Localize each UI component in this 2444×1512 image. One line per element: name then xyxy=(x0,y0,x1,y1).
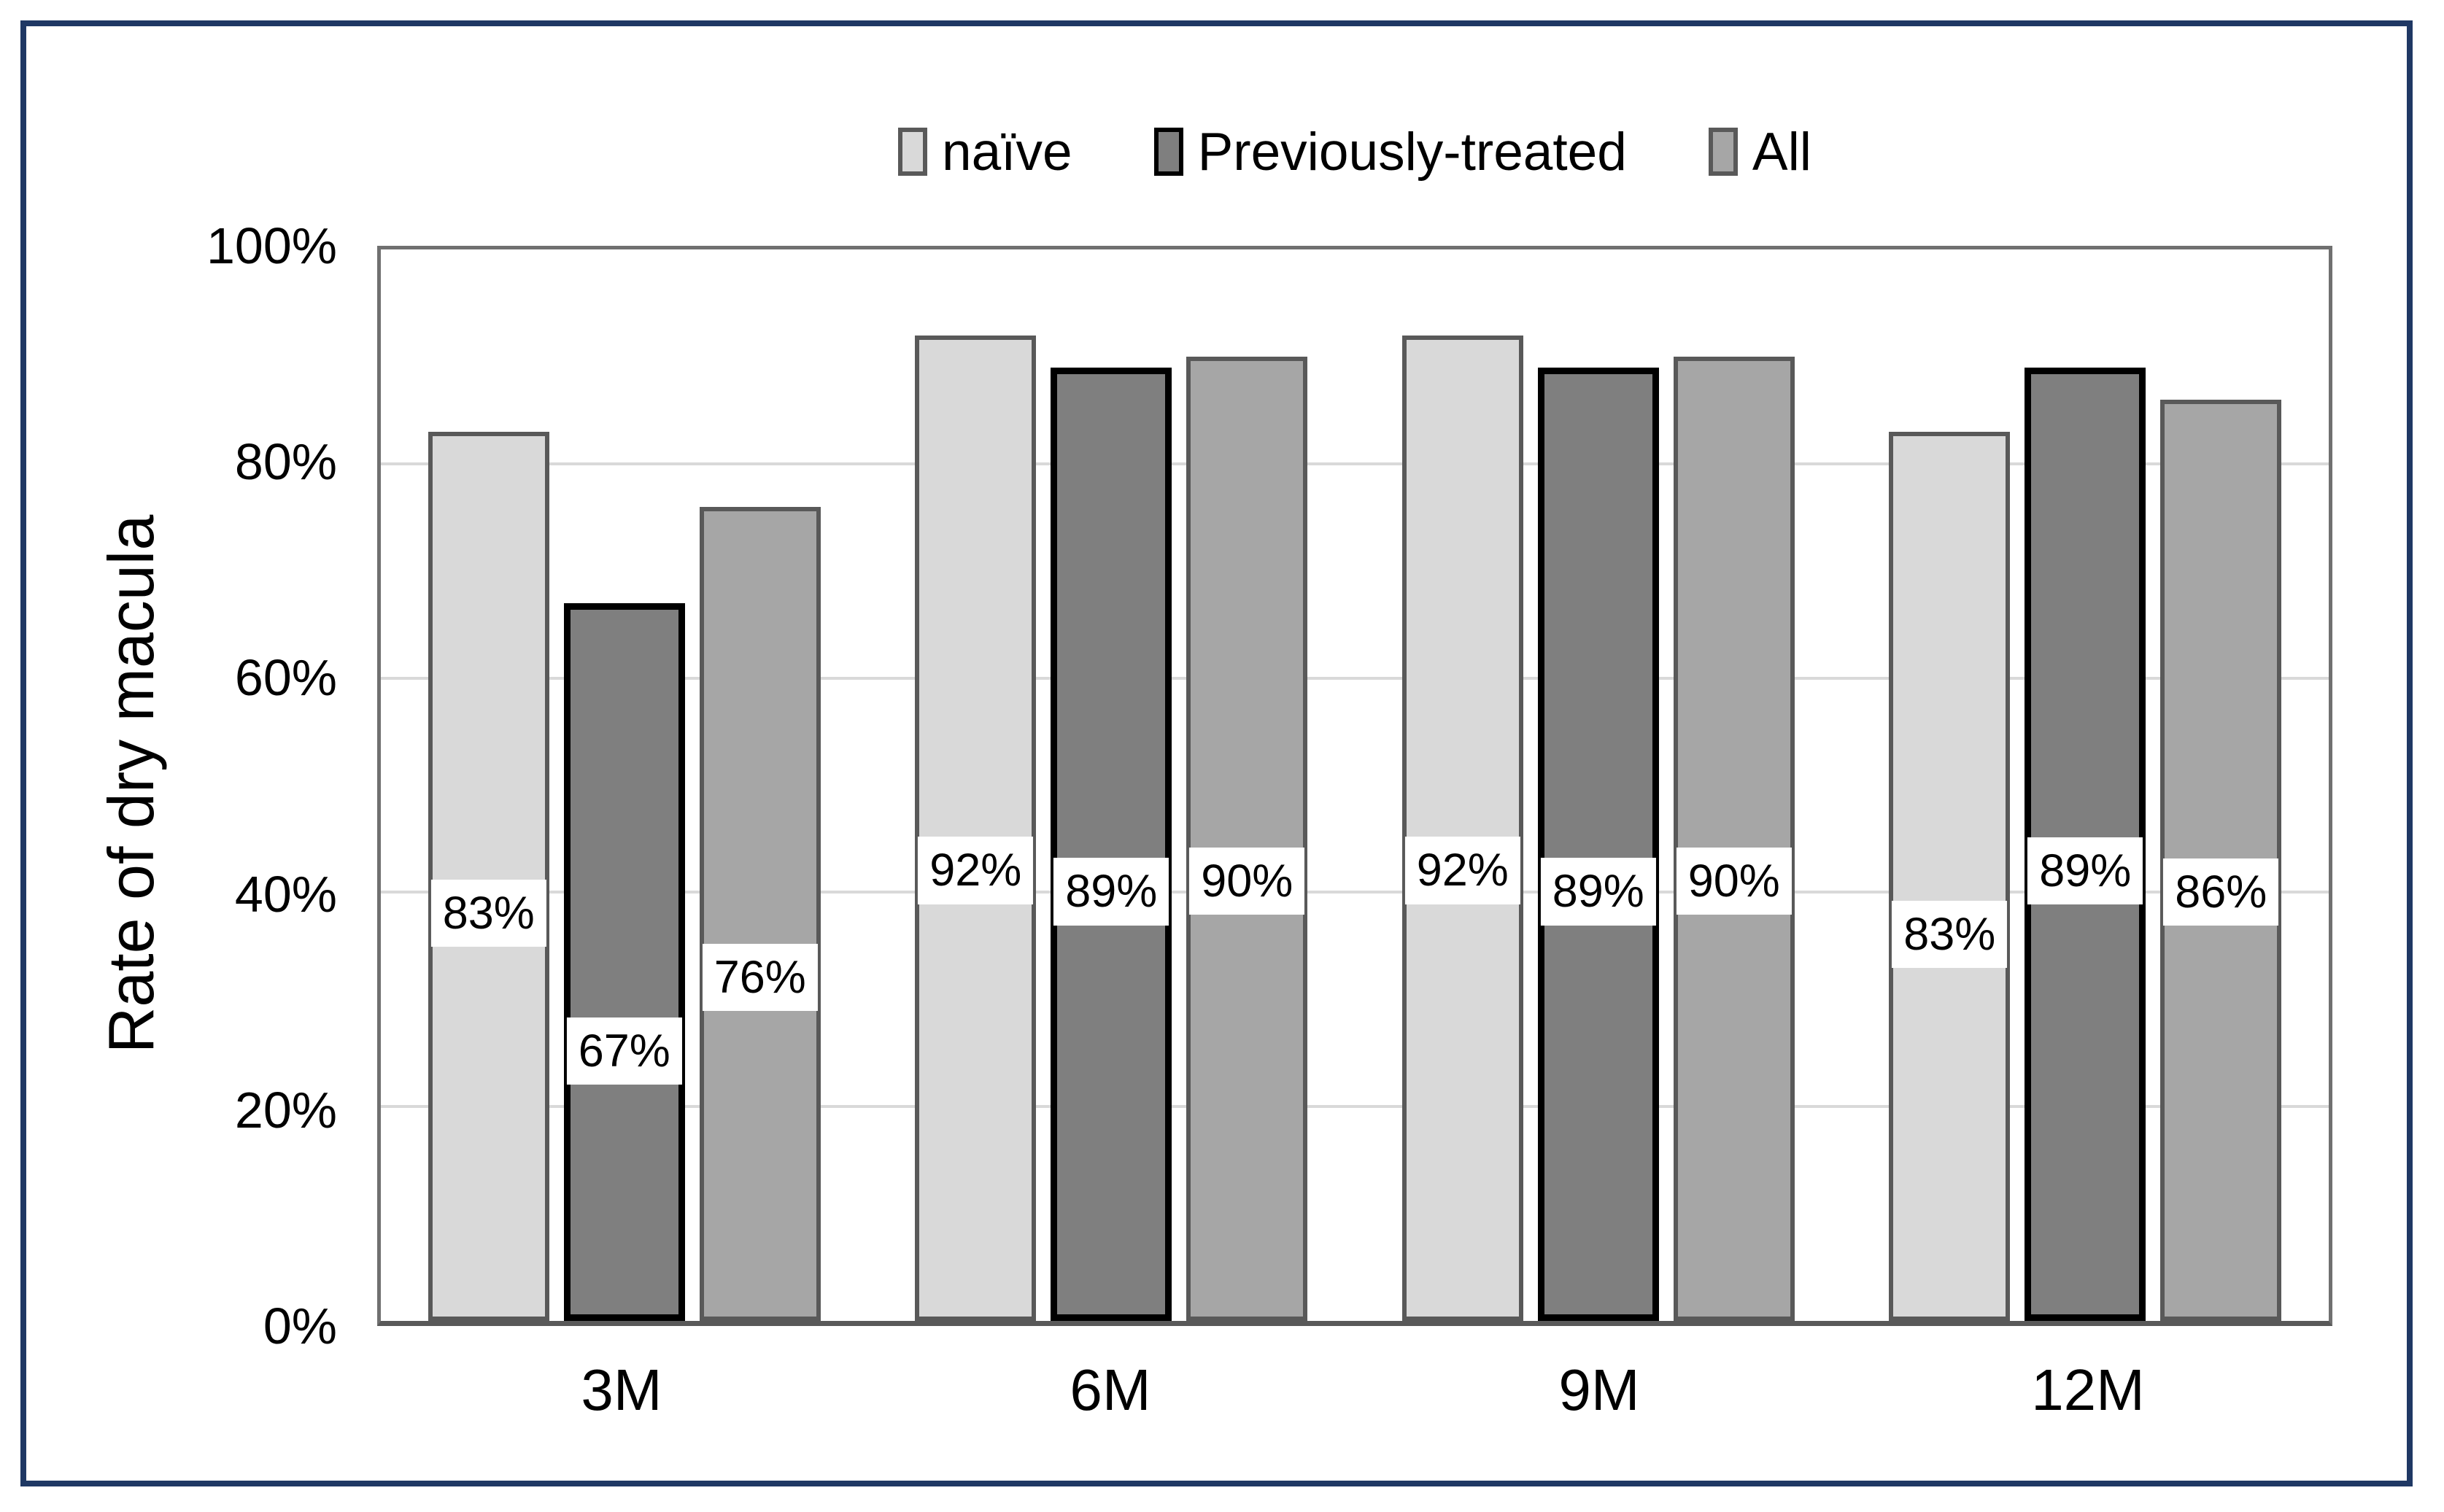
bar-6M-Previously-treated: 89% xyxy=(1051,367,1172,1321)
bar-group-6M: 92% 89% 90% xyxy=(868,249,1356,1321)
bar-data-label: 86% xyxy=(2163,858,2279,926)
figure-border xyxy=(20,20,2413,1486)
bar-3M-All: 76% xyxy=(699,506,821,1321)
bar-data-label: 90% xyxy=(1189,848,1305,915)
y-axis-tick-label: 40% xyxy=(234,865,337,923)
y-axis-tick-label: 80% xyxy=(234,433,337,491)
bar-data-label: 83% xyxy=(430,880,546,947)
y-axis-tick-label: 100% xyxy=(206,217,337,274)
y-axis-tick-label: 0% xyxy=(263,1298,337,1354)
bar-data-label: 92% xyxy=(918,837,1034,904)
legend-swatch-icon xyxy=(1708,128,1738,176)
y-axis-title: Rate of dry macula xyxy=(95,514,167,1054)
bar-9M-All: 90% xyxy=(1673,356,1795,1321)
legend-item-0: naïve xyxy=(897,122,1072,182)
x-axis: 3M 6M 9M 12M xyxy=(377,1358,2332,1422)
legend-label: Previously-treated xyxy=(1197,122,1627,182)
legend-swatch-icon xyxy=(897,128,927,176)
bar-data-label: 89% xyxy=(1540,858,1656,926)
bar-9M-naïve: 92% xyxy=(1401,335,1523,1321)
bar-9M-Previously-treated: 89% xyxy=(1537,367,1659,1321)
x-axis-tick-label: 6M xyxy=(1070,1357,1151,1422)
bar-group-3M: 83% 67% 76% xyxy=(381,249,868,1321)
x-axis-tick-label: 12M xyxy=(2031,1357,2145,1422)
bar-group-12M: 83% 89% 86% xyxy=(1842,249,2329,1321)
bar-data-label: 76% xyxy=(702,943,818,1011)
legend-item-2: All xyxy=(1708,122,1812,182)
bar-3M-naïve: 83% xyxy=(428,431,549,1321)
legend-label: All xyxy=(1752,122,1812,182)
x-axis-tick-label: 9M xyxy=(1558,1357,1640,1422)
gridline xyxy=(381,676,2329,680)
legend-label: naïve xyxy=(941,122,1072,182)
bar-data-label: 89% xyxy=(2027,837,2143,904)
bar-group-9M: 92% 89% 90% xyxy=(1355,249,1842,1321)
bar-data-label: 92% xyxy=(1404,837,1520,904)
gridline xyxy=(381,1105,2329,1109)
plot-area: 83% 67% 76% 92% 89% 90% 92% 89% 90% 83% 89% 86% xyxy=(377,246,2332,1326)
bar-data-label: 89% xyxy=(1053,858,1169,926)
bar-12M-naïve: 83% xyxy=(1889,431,2011,1321)
bar-12M-All: 86% xyxy=(2160,399,2282,1321)
bar-6M-All: 90% xyxy=(1186,356,1308,1321)
bar-12M-Previously-treated: 89% xyxy=(2025,367,2146,1321)
legend-swatch-icon xyxy=(1153,128,1183,176)
x-axis-tick-label: 3M xyxy=(581,1357,662,1422)
bar-6M-naïve: 92% xyxy=(915,335,1037,1321)
bar-groups: 83% 67% 76% 92% 89% 90% 92% 89% 90% 83% 89% 86% xyxy=(381,249,2329,1321)
legend-item-1: Previously-treated xyxy=(1153,122,1627,182)
gridline xyxy=(381,462,2329,465)
bar-3M-Previously-treated: 67% xyxy=(563,602,685,1321)
y-axis-tick-label: 20% xyxy=(234,1081,337,1139)
y-axis-tick-label: 60% xyxy=(234,649,337,707)
legend: naïve Previously-treated All xyxy=(377,117,2332,187)
bar-data-label: 67% xyxy=(566,1017,682,1085)
bar-data-label: 83% xyxy=(1892,901,2008,969)
bar-data-label: 90% xyxy=(1676,848,1792,915)
gridline xyxy=(381,891,2329,894)
